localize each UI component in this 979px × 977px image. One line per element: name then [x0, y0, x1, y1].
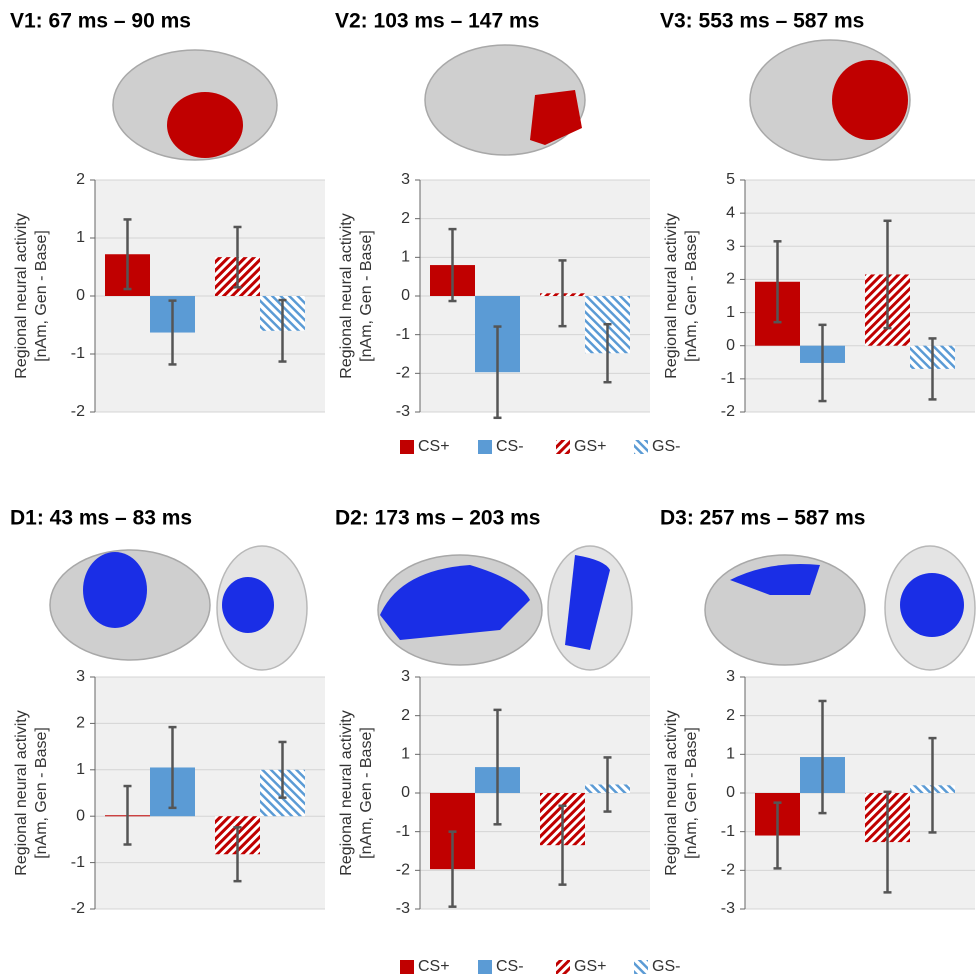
brain-region [530, 90, 582, 145]
y-axis-label: [nAm, Gen - Base] [33, 230, 50, 362]
y-tick-label: -1 [396, 823, 410, 840]
y-tick-label: 0 [401, 287, 410, 304]
legend-label: CS- [496, 438, 524, 455]
figure: V1: 67 ms – 90 ms -2 -1 0 1 2 Regional neural … [0, 0, 979, 977]
y-tick-label: -1 [396, 326, 410, 343]
y-tick-label: 1 [401, 249, 410, 266]
y-tick-label: 2 [76, 171, 85, 188]
brain-region [167, 92, 243, 158]
y-tick-label: 3 [401, 171, 410, 188]
y-tick-label: 2 [401, 210, 410, 227]
chart-title: V2: 103 ms – 147 ms [335, 10, 539, 33]
chart-title: V3: 553 ms – 587 ms [660, 10, 864, 33]
brain-region [83, 552, 147, 628]
y-tick-label: 1 [726, 746, 735, 763]
brain-region [832, 60, 908, 140]
y-axis-label: Regional neural activity [663, 213, 680, 378]
legend-label: GS+ [574, 958, 606, 975]
y-tick-label: -1 [71, 854, 85, 871]
y-tick-label: 1 [401, 746, 410, 763]
y-tick-label: 5 [726, 171, 735, 188]
y-tick-label: 4 [726, 204, 735, 221]
y-tick-label: -1 [721, 823, 735, 840]
y-axis-label: Regional neural activity [338, 710, 355, 875]
y-tick-label: -3 [721, 900, 735, 917]
chart-title: V1: 67 ms – 90 ms [10, 10, 191, 33]
legend-label: CS- [496, 958, 524, 975]
y-tick-label: -3 [396, 403, 410, 420]
y-tick-label: 0 [726, 784, 735, 801]
y-tick-label: 3 [726, 668, 735, 685]
y-tick-label: -2 [71, 900, 85, 917]
y-tick-label: 0 [76, 807, 85, 824]
page: V1: 67 ms – 90 ms -2 -1 0 1 2 Regional neural … [0, 0, 979, 977]
legend-label: GS- [652, 438, 680, 455]
y-tick-label: -1 [721, 370, 735, 387]
y-tick-label: -1 [71, 345, 85, 362]
y-tick-label: 3 [401, 668, 410, 685]
y-tick-label: 2 [76, 715, 85, 732]
legend-label: GS- [652, 958, 680, 975]
legend-swatch [634, 960, 648, 974]
y-tick-label: 2 [401, 707, 410, 724]
y-tick-label: -2 [721, 403, 735, 420]
y-axis-label: Regional neural activity [663, 710, 680, 875]
legend-swatch [478, 440, 492, 454]
y-axis-label: Regional neural activity [13, 213, 30, 378]
y-tick-label: 1 [76, 229, 85, 246]
y-axis-label: [nAm, Gen - Base] [683, 727, 700, 859]
y-axis-label: Regional neural activity [13, 710, 30, 875]
legend-swatch [556, 440, 570, 454]
y-tick-label: -2 [721, 862, 735, 879]
y-tick-label: 3 [76, 668, 85, 685]
y-tick-label: 2 [726, 271, 735, 288]
y-tick-label: 0 [401, 784, 410, 801]
y-tick-label: 0 [726, 337, 735, 354]
y-tick-label: -2 [71, 403, 85, 420]
chart-title: D2: 173 ms – 203 ms [335, 507, 540, 530]
legend-swatch [400, 960, 414, 974]
y-axis-label: [nAm, Gen - Base] [358, 727, 375, 859]
y-axis-label: Regional neural activity [338, 213, 355, 378]
legend-swatch [478, 960, 492, 974]
y-tick-label: -2 [396, 862, 410, 879]
legend-label: GS+ [574, 438, 606, 455]
legend-swatch [634, 440, 648, 454]
y-tick-label: 3 [726, 238, 735, 255]
brain-region [222, 577, 274, 633]
brain-region [900, 573, 964, 637]
y-tick-label: -2 [396, 365, 410, 382]
y-axis-label: [nAm, Gen - Base] [33, 727, 50, 859]
y-tick-label: 0 [76, 287, 85, 304]
legend-swatch [400, 440, 414, 454]
y-tick-label: 1 [76, 761, 85, 778]
y-tick-label: 1 [726, 304, 735, 321]
y-tick-label: -3 [396, 900, 410, 917]
legend-swatch [556, 960, 570, 974]
chart-title: D3: 257 ms – 587 ms [660, 507, 865, 530]
y-axis-label: [nAm, Gen - Base] [683, 230, 700, 362]
legend-label: CS+ [418, 438, 450, 455]
chart-title: D1: 43 ms – 83 ms [10, 507, 192, 530]
legend-label: CS+ [418, 958, 450, 975]
y-tick-label: 2 [726, 707, 735, 724]
y-axis-label: [nAm, Gen - Base] [358, 230, 375, 362]
